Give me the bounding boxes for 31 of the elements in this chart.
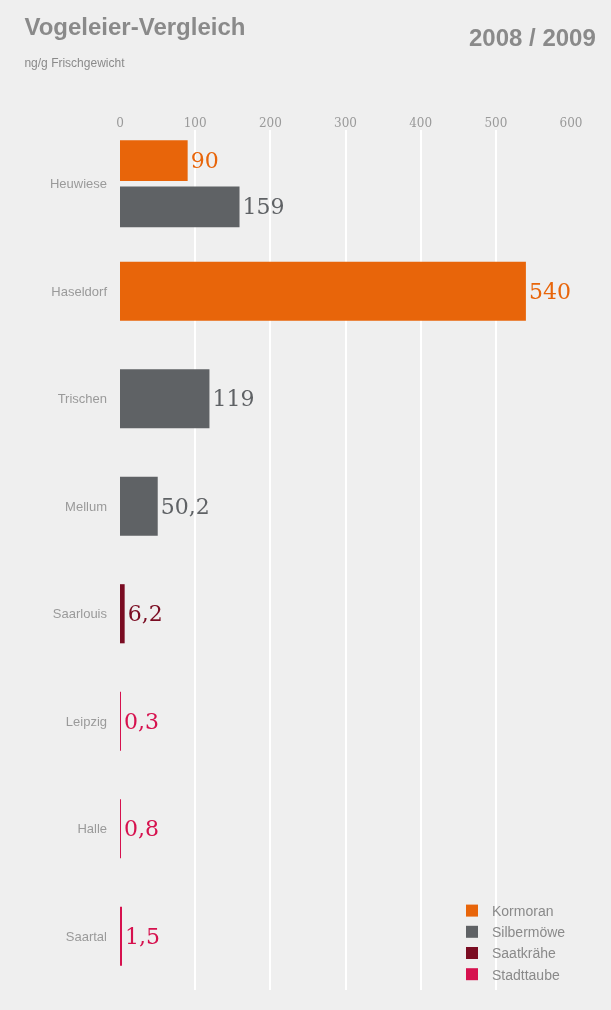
y-tick-label: Saartal <box>65 928 108 944</box>
y-tick-label: Trischen <box>57 391 107 407</box>
data-label: 119 <box>212 386 255 412</box>
chart-title: Vogeleier-Vergleich <box>24 13 246 41</box>
data-label: 6,2 <box>127 601 163 627</box>
y-tick-label: Halle <box>77 821 107 837</box>
legend-label: Silbermöwe <box>492 924 566 941</box>
legend-label: Kormoran <box>492 903 554 920</box>
legend-label: Stadttaube <box>492 966 560 983</box>
y-tick-label: Leipzig <box>65 713 107 729</box>
data-label: 50,2 <box>160 493 210 519</box>
y-tick-label: Haseldorf <box>51 283 108 299</box>
x-tick-label: 300 <box>334 115 357 130</box>
data-label: 1,5 <box>125 923 160 949</box>
data-label: 159 <box>242 194 285 220</box>
data-label: 90 <box>190 148 219 174</box>
y-tick-label: Heuwiese <box>49 176 107 192</box>
legend-label: Saatkrähe <box>492 945 557 962</box>
x-tick-label: 0 <box>116 115 124 130</box>
x-tick-label: 100 <box>183 115 207 130</box>
data-label: 0,8 <box>124 816 159 842</box>
chart-subtitle: ng/g Frischgewicht <box>24 55 126 70</box>
data-label: 540 <box>528 278 571 304</box>
y-tick-label: Mellum <box>65 498 107 514</box>
x-tick-label: 400 <box>409 115 433 130</box>
x-tick-label: 600 <box>559 115 583 130</box>
y-tick-label: Saarlouis <box>52 606 108 622</box>
data-label: 0,3 <box>124 708 159 734</box>
x-tick-label: 200 <box>258 115 282 130</box>
text: 2008 / 2009 <box>469 24 596 51</box>
x-tick-label: 500 <box>484 115 508 130</box>
